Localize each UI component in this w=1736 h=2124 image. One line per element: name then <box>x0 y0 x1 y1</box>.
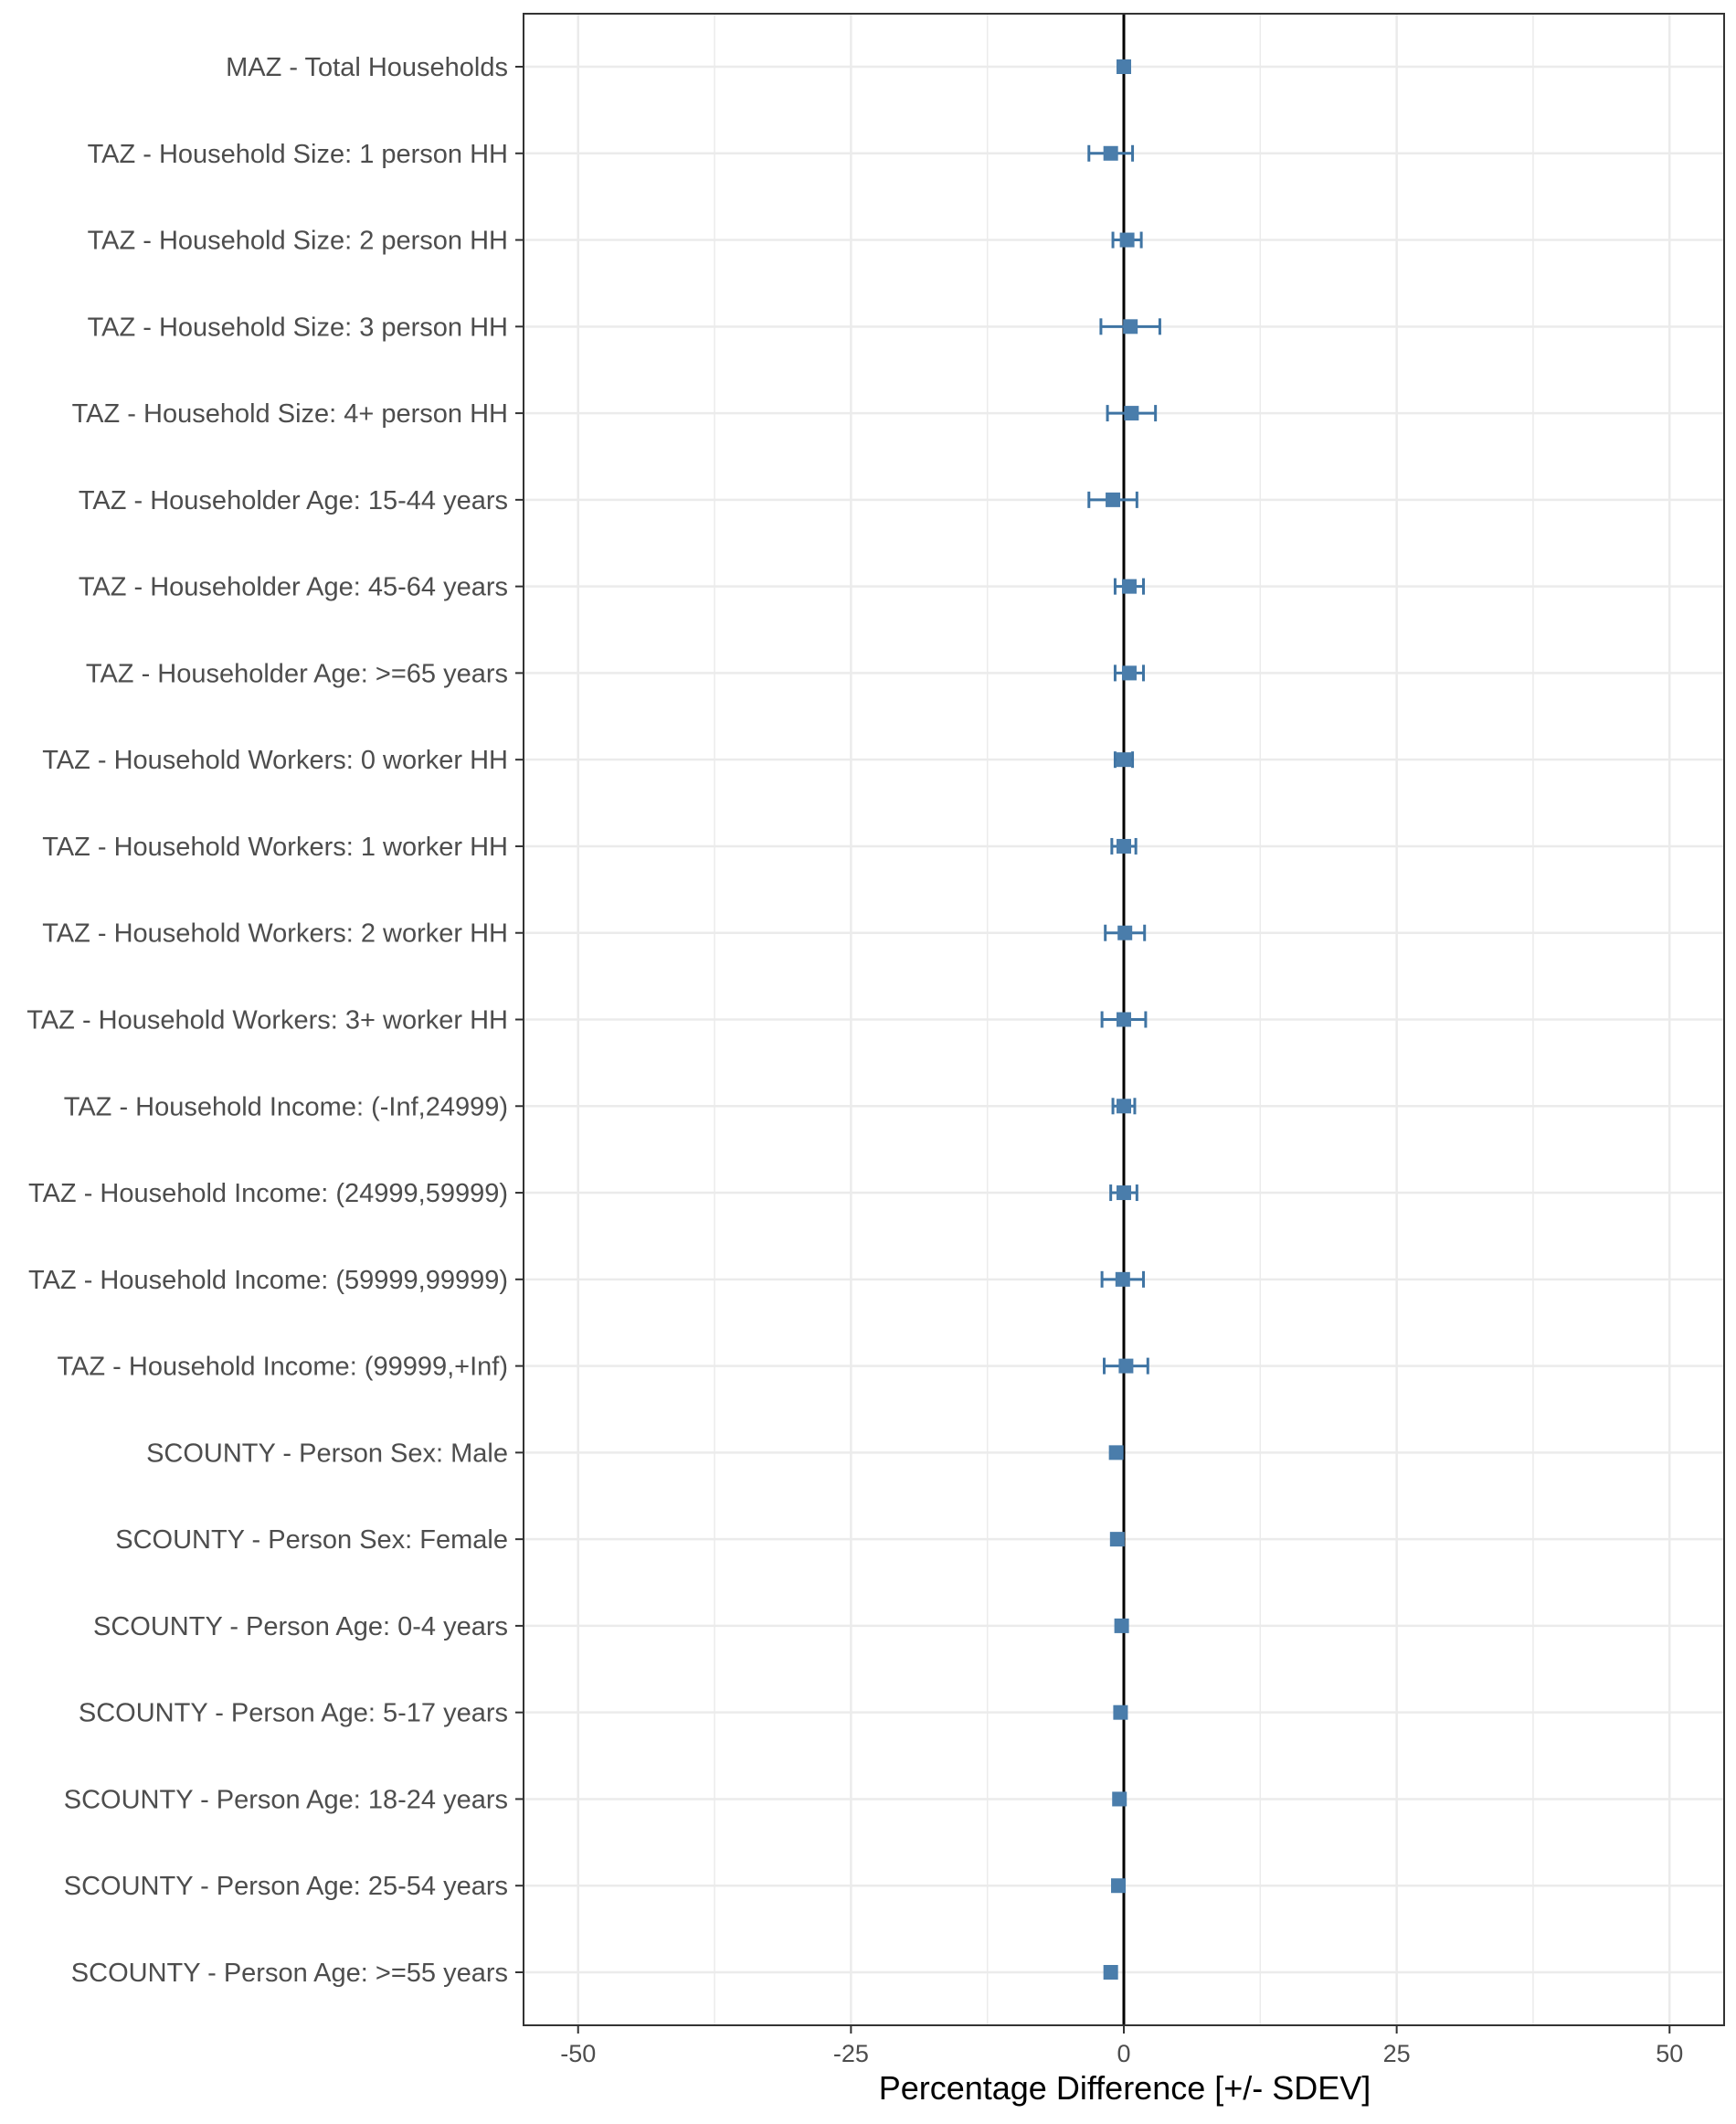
y-category-label: SCOUNTY - Person Age: 5-17 years <box>79 1699 508 1728</box>
y-category-label: TAZ - Householder Age: 45-64 years <box>79 573 508 602</box>
y-category-label: TAZ - Household Size: 3 person HH <box>88 313 508 342</box>
y-category-label: SCOUNTY - Person Age: 0-4 years <box>93 1612 508 1641</box>
data-point <box>1109 1532 1125 1547</box>
data-point <box>1117 1185 1131 1201</box>
errorbar-layer <box>1087 144 1161 1375</box>
data-point <box>1103 1965 1118 1980</box>
data-point <box>1103 145 1118 161</box>
y-category-label: SCOUNTY - Person Sex: Female <box>115 1525 508 1555</box>
y-category-label: TAZ - Household Income: (59999,99999) <box>28 1266 508 1295</box>
data-point <box>1117 752 1131 768</box>
y-category-label: SCOUNTY - Person Age: 25-54 years <box>64 1872 508 1901</box>
data-point <box>1111 1878 1127 1894</box>
y-category-label: TAZ - Household Workers: 3+ worker HH <box>26 1006 508 1035</box>
data-point <box>1114 1618 1129 1633</box>
y-category-label: TAZ - Household Income: (-Inf,24999) <box>64 1092 508 1121</box>
data-point <box>1112 1791 1127 1807</box>
axis-layer: -50 -25 0 25 50 MAZ - Total Households TAZ - H… <box>26 53 1683 2067</box>
y-category-label: TAZ - Household Income: (99999,+Inf) <box>57 1353 508 1382</box>
y-category-label: TAZ - Household Size: 1 person HH <box>88 140 508 169</box>
data-point <box>1117 1012 1131 1027</box>
y-category-label: MAZ - Total Households <box>226 53 508 82</box>
data-point <box>1115 1271 1130 1287</box>
y-category-label: TAZ - Household Workers: 2 worker HH <box>42 919 508 949</box>
data-point <box>1118 1358 1134 1374</box>
y-category-label: TAZ - Household Size: 2 person HH <box>88 227 508 256</box>
y-category-label: TAZ - Householder Age: >=65 years <box>86 659 508 688</box>
data-point <box>1108 1445 1124 1460</box>
x-tick-label: 0 <box>1117 2040 1130 2067</box>
data-point <box>1106 492 1121 507</box>
y-category-label: TAZ - Household Income: (24999,59999) <box>28 1179 508 1208</box>
y-category-label: TAZ - Household Workers: 0 worker HH <box>42 746 508 775</box>
x-tick-label: 50 <box>1656 2040 1683 2067</box>
data-point <box>1117 925 1133 940</box>
y-category-label: SCOUNTY - Person Sex: Male <box>146 1439 508 1468</box>
y-category-label: TAZ - Household Workers: 1 worker HH <box>42 833 508 862</box>
x-axis-title: Percentage Difference [+/- SDEV] <box>879 2069 1371 2107</box>
y-category-label: SCOUNTY - Person Age: >=55 years <box>71 1959 508 1988</box>
y-category-label: TAZ - Householder Age: 15-44 years <box>79 486 508 515</box>
data-point <box>1119 232 1135 248</box>
point-layer <box>1103 59 1139 1980</box>
data-point <box>1113 1705 1128 1720</box>
data-point <box>1121 665 1137 681</box>
data-point <box>1124 406 1139 421</box>
x-tick-label: -50 <box>560 2040 596 2067</box>
x-tick-label: -25 <box>833 2040 869 2067</box>
data-point <box>1117 838 1131 854</box>
x-tick-label: 25 <box>1383 2040 1411 2067</box>
data-point <box>1121 579 1137 594</box>
data-point <box>1117 1099 1131 1114</box>
data-point <box>1123 319 1138 335</box>
y-category-label: TAZ - Household Size: 4+ person HH <box>72 399 508 429</box>
y-category-label: SCOUNTY - Person Age: 18-24 years <box>64 1785 508 1814</box>
data-point <box>1117 59 1131 74</box>
